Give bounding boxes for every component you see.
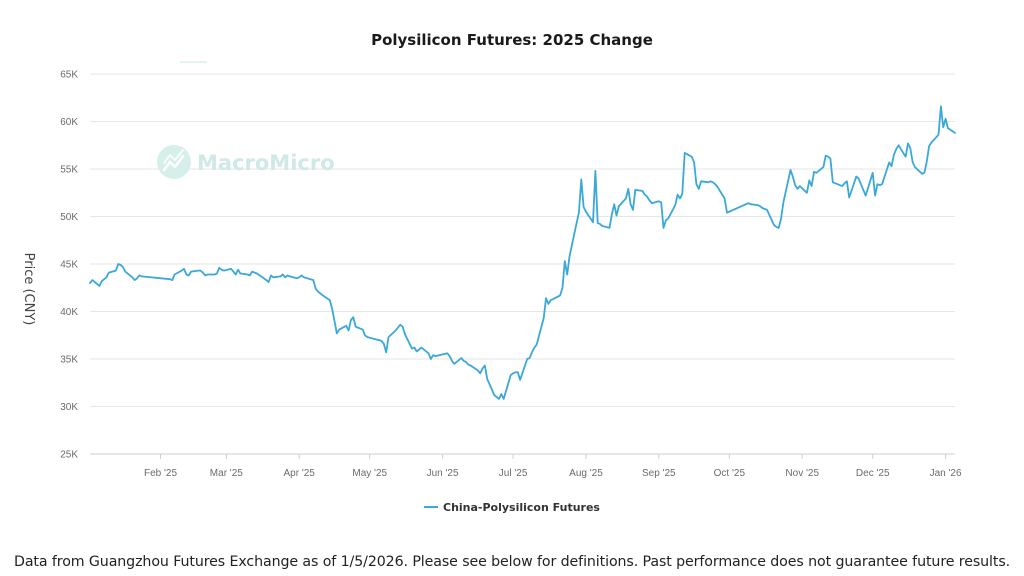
y-tick-label: 60K: [60, 117, 78, 128]
x-tick-label: Oct '25: [714, 468, 746, 479]
chart-title: Polysilicon Futures: 2025 Change: [371, 31, 653, 49]
y-tick-label: 50K: [60, 212, 78, 223]
x-tick-label: Apr '25: [284, 468, 316, 479]
x-tick-label: Sep '25: [642, 468, 676, 479]
y-tick-label: 25K: [60, 450, 78, 461]
polysilicon-chart: Polysilicon Futures: 2025 Change 25K 30K 3…: [21, 31, 962, 514]
watermark-text: MacroMicro: [197, 151, 335, 175]
y-axis-label: Price (CNY): [21, 253, 36, 326]
y-tick-label: 35K: [60, 355, 78, 366]
y-tick-label: 55K: [60, 165, 78, 176]
x-tick-label: Jan '26: [930, 468, 962, 479]
legend-label[interactable]: China-Polysilicon Futures: [443, 501, 600, 514]
x-tick-label: May '25: [352, 468, 387, 479]
macromicro-logo-icon: [157, 145, 191, 179]
x-axis-ticks: Feb '25 Mar '25 Apr '25 May '25 Jun '25 Jul '…: [144, 454, 962, 479]
x-tick-label: Jul '25: [499, 468, 528, 479]
series-line-china-polysilicon-futures[interactable]: [89, 105, 956, 400]
x-tick-label: Aug '25: [569, 468, 603, 479]
x-tick-label: Dec '25: [856, 468, 890, 479]
x-tick-label: Jun '25: [427, 468, 459, 479]
x-tick-label: Nov '25: [785, 468, 819, 479]
y-tick-label: 30K: [60, 402, 78, 413]
footnote: Data from Guangzhou Futures Exchange as …: [14, 554, 1011, 570]
grid-lines: [90, 73, 955, 455]
x-tick-label: Mar '25: [210, 468, 243, 479]
y-tick-label: 45K: [60, 260, 78, 271]
y-tick-label: 40K: [60, 307, 78, 318]
y-axis-ticks: 25K 30K 35K 40K 45K 50K 55K 60K 65K: [60, 70, 78, 461]
y-tick-label: 65K: [60, 70, 78, 81]
x-tick-label: Feb '25: [144, 468, 177, 479]
legend[interactable]: China-Polysilicon Futures: [424, 501, 600, 514]
watermark: MacroMicro: [157, 145, 335, 179]
